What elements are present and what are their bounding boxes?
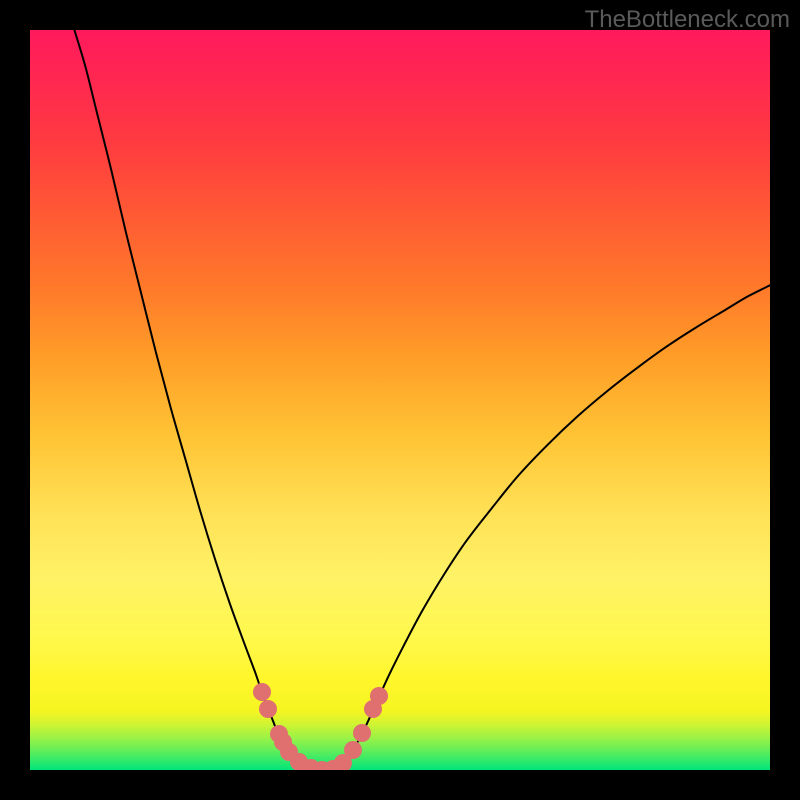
gradient-background [30, 30, 770, 770]
watermark: TheBottleneck.com [585, 6, 790, 34]
plot-area [30, 30, 770, 770]
stage: TheBottleneck.com [0, 0, 800, 800]
